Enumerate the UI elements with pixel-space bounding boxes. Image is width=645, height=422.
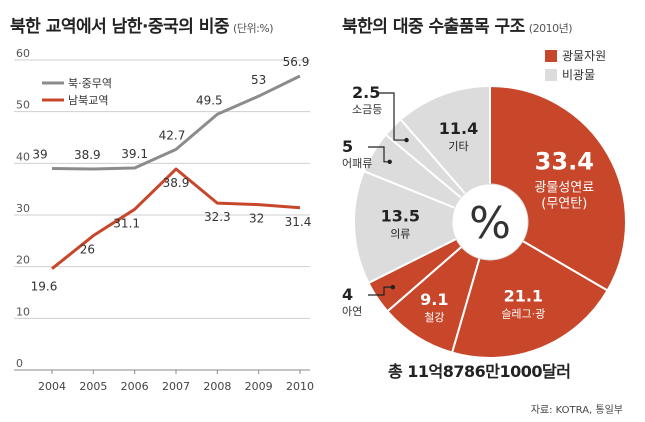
data-label: 39.1 [121,147,148,161]
y-tick-label: 40 [16,150,30,163]
data-label: 38.9 [74,148,101,162]
pie-value-label: 11.4 [439,119,478,138]
pie-name-label: 기타 [448,140,468,153]
callout-leader [368,146,390,163]
callout-dot [390,284,396,290]
data-label: 31.1 [113,216,140,230]
legend-label: 북·중무역 [68,77,112,90]
pie-value-label: 33.4 [535,147,594,175]
x-tick-label: 2004 [38,380,66,393]
pie-center-hole [451,183,529,261]
y-tick-label: 50 [16,99,30,112]
data-label: 31.4 [285,215,312,229]
data-label: 56.9 [283,55,310,69]
data-label: 42.7 [159,128,186,142]
pie-chart-title: 북한의 대중 수출품목 구조 (2010년) [342,12,573,37]
callout-name: 아연 [342,305,362,318]
data-label: 32.3 [204,210,231,224]
pie-name-label: 슬레그·광 [501,307,545,320]
legend-swatch [545,69,557,81]
x-tick-label: 2009 [245,380,273,393]
callout-name: 소금등 [352,103,382,116]
pie-slice [386,219,492,354]
pie-slice [399,84,491,225]
series-line-2 [51,167,301,270]
pie-value-label: 21.1 [504,286,543,305]
callout-value: 5 [342,137,353,156]
pie-total: 총 11억8786만1000달러 [388,362,571,381]
pie-chart-year: (2010년) [528,22,573,35]
legend-swatch [545,50,557,62]
data-label: 49.5 [196,93,223,107]
line-chart-title: 북한 교역에서 남한·중국의 비중 (단위:%) [10,12,274,37]
pie-center-symbol: % [469,198,511,249]
y-tick-label: 30 [16,202,30,215]
legend-label: 비광물 [562,68,595,82]
source-note: 자료: KOTRA, 통일부 [530,405,623,416]
pie-slice [353,169,493,285]
callout-dot [387,159,392,165]
data-label: 53 [251,73,266,87]
pie-value-label: 9.1 [420,290,448,309]
y-tick-label: 10 [16,305,30,318]
data-label: 32 [249,212,264,226]
x-tick-label: 2006 [121,380,149,393]
line-chart-unit: (단위:%) [233,22,274,35]
x-tick-label: 2007 [162,380,190,393]
callout-value: 2.5 [352,83,380,102]
legend-label: 광물자원 [562,49,606,63]
pie-chart: % 33.4 광물성연료(무연탄) 21.1 슬레그·광 9.1 철강 13.5 의류 11.4 기… [342,49,627,359]
pie-sublabel: (무연탄) [541,196,587,211]
y-tick-label: 20 [16,254,30,267]
pie-name-label: 철강 [424,311,444,324]
pie-value-label: 13.5 [381,207,420,226]
legend-label: 남북교역 [68,94,108,107]
y-tick-label: 0 [16,357,23,370]
x-tick-label: 2010 [286,380,314,393]
pie-name-label: 광물성연료 [534,180,594,195]
callout-name: 어패류 [342,157,372,170]
data-label: 39 [32,148,47,162]
data-label: 26 [80,243,95,257]
callout-dot [404,137,409,143]
data-label: 38.9 [163,176,190,190]
line-chart: 0 10 20 30 40 50 60 2004 2005 2006 2007 2008 2009 201… [14,47,314,393]
x-tick-label: 2005 [79,380,107,393]
callout-leader [368,286,393,296]
pie-name-label: 의류 [390,228,410,241]
y-tick-label: 60 [16,47,30,60]
line-chart-title-text: 북한 교역에서 남한·중국의 비중 [10,17,230,37]
x-tick-label: 2008 [203,380,231,393]
data-label: 19.6 [31,280,58,294]
series-line-1 [51,74,301,171]
callout-value: 4 [342,285,353,304]
callout-leader [378,92,407,141]
pie-chart-title-text: 북한의 대중 수출품목 구조 [342,17,525,37]
